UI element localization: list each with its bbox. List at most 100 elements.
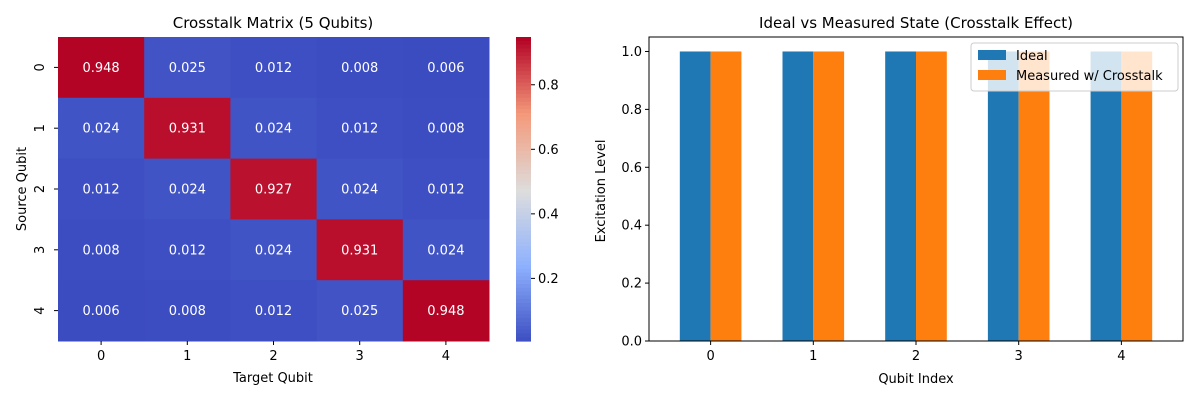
bar-chart-bars <box>679 51 1153 341</box>
heatmap-cell-label: 0.927 <box>255 183 292 198</box>
colorbar-segment <box>516 280 531 285</box>
bar-ideal <box>679 51 711 341</box>
heatmap-x-tick-label: 2 <box>269 349 277 364</box>
bar-chart-x-tick-label: 3 <box>1015 349 1023 364</box>
colorbar-segment <box>516 219 531 224</box>
colorbar-segment <box>516 299 531 304</box>
heatmap-y-tick-label: 3 <box>33 246 48 254</box>
colorbar-segment <box>516 325 531 331</box>
heatmap-cell <box>316 37 404 99</box>
bar-chart-y-tick-label: 0.0 <box>621 335 642 350</box>
bar-measured <box>916 51 947 341</box>
heatmap-cell-label: 0.012 <box>255 304 292 319</box>
colorbar-segment <box>516 166 531 171</box>
bar-ideal <box>885 51 916 341</box>
colorbar-segment <box>516 162 531 167</box>
colorbar-segment <box>516 284 531 289</box>
heatmap-cell <box>58 37 145 99</box>
heatmap-y-tick-label: 1 <box>33 124 48 132</box>
colorbar-segment <box>516 268 531 274</box>
colorbar-segment <box>516 192 531 198</box>
heatmap-cell-label: 0.948 <box>427 304 464 319</box>
colorbar-tick-label: 0.8 <box>538 78 559 93</box>
heatmap-cell <box>316 280 404 342</box>
colorbar-segment <box>516 337 531 342</box>
bar-chart-title: Ideal vs Measured State (Crosstalk Effec… <box>759 14 1073 32</box>
colorbar-segment <box>516 234 531 239</box>
colorbar: 0.2 0.4 0.6 0.8 <box>516 37 559 342</box>
heatmap-cell-label: 0.024 <box>427 243 464 258</box>
colorbar-segment <box>516 295 531 300</box>
colorbar-segment <box>516 158 531 163</box>
colorbar-segment <box>516 109 531 114</box>
heatmap-cell-label: 0.012 <box>255 61 292 76</box>
bar-chart-y-tick-label: 0.2 <box>621 277 642 292</box>
colorbar-segment <box>516 56 531 61</box>
bar-chart-x-tick-label: 0 <box>706 349 714 364</box>
colorbar-segment <box>516 215 531 220</box>
colorbar-segment <box>516 200 531 205</box>
legend-swatch <box>978 70 1006 80</box>
colorbar-segment <box>516 314 531 319</box>
colorbar-segment <box>516 249 531 255</box>
bar-chart-x-tick-label: 4 <box>1117 349 1125 364</box>
colorbar-tick-label: 0.4 <box>538 207 559 222</box>
colorbar-segment <box>516 276 531 281</box>
colorbar-segment <box>516 242 531 247</box>
heatmap-cell <box>316 158 404 220</box>
heatmap-cell-label: 0.024 <box>255 243 292 258</box>
colorbar-segment <box>516 261 531 266</box>
heatmap-cell-label: 0.006 <box>82 304 119 319</box>
colorbar-segment <box>516 71 531 76</box>
colorbar-segment <box>516 272 531 277</box>
bar-chart-y-tick-label: 1.0 <box>621 45 642 60</box>
bar-chart-y-tick-label: 0.6 <box>621 161 642 176</box>
heatmap-x-tick-label: 0 <box>97 349 105 364</box>
colorbar-segment <box>516 223 531 228</box>
colorbar-segment <box>516 318 531 323</box>
colorbar-segment <box>516 52 531 57</box>
colorbar-segment <box>516 181 531 186</box>
heatmap-cell-label: 0.024 <box>169 183 206 198</box>
heatmap-cell-label: 0.008 <box>169 304 206 319</box>
colorbar-segment <box>516 227 531 232</box>
colorbar-segment <box>516 94 531 99</box>
colorbar-segment <box>516 333 531 338</box>
colorbar-segment <box>516 40 531 46</box>
heatmap-cell-label: 0.025 <box>341 304 378 319</box>
heatmap-x-tick-label: 3 <box>356 349 364 364</box>
heatmap-y-ticks: 0 1 2 3 4 <box>33 63 58 315</box>
legend: Ideal Measured w/ Crosstalk <box>970 42 1179 92</box>
colorbar-segment <box>516 59 531 65</box>
colorbar-segment <box>516 143 531 148</box>
colorbar-segment <box>516 291 531 296</box>
colorbar-segment <box>516 310 531 315</box>
colorbar-segment <box>516 238 531 243</box>
heatmap-cell <box>316 219 404 281</box>
heatmap-cell <box>402 219 490 281</box>
heatmap-cell-label: 0.006 <box>427 61 464 76</box>
colorbar-segment <box>516 82 531 87</box>
bar-chart-x-tick-label: 1 <box>809 349 817 364</box>
heatmap-cell-label: 0.024 <box>255 122 292 137</box>
colorbar-segment <box>516 147 531 152</box>
colorbar-segment <box>516 303 531 308</box>
heatmap-cell <box>58 97 145 160</box>
colorbar-segment <box>516 257 531 262</box>
colorbar-segment <box>516 37 531 42</box>
bar-measured <box>813 51 845 341</box>
bar-chart-y-label: Excitation Level <box>594 140 609 243</box>
colorbar-tick-label: 0.2 <box>538 272 559 287</box>
legend-swatch <box>978 50 1006 60</box>
heatmap-y-tick-label: 4 <box>33 306 48 314</box>
bar-ideal <box>782 51 814 341</box>
bar-chart-x-label: Qubit Index <box>878 372 954 387</box>
colorbar-segment <box>516 265 531 270</box>
colorbar-segment <box>516 189 531 194</box>
heatmap-cells: 0.948 0.025 0.012 0.008 0.006 0.024 0.931 0.024… <box>58 37 490 342</box>
heatmap-title: Crosstalk Matrix (5 Qubits) <box>173 14 374 32</box>
colorbar-segment <box>516 44 531 49</box>
bar-measured <box>1018 51 1050 341</box>
colorbar-segment <box>516 246 531 251</box>
colorbar-segment <box>516 128 531 133</box>
